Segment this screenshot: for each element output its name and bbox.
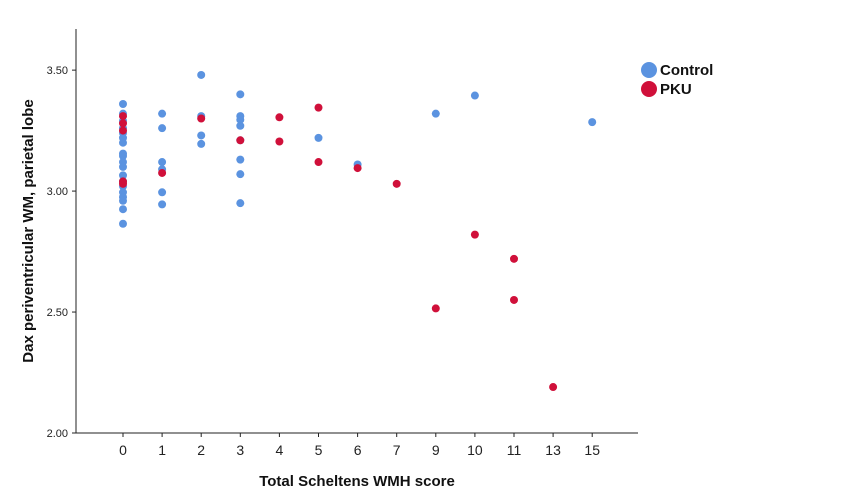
x-tick-label: 7: [393, 442, 401, 458]
control-point: [119, 152, 127, 161]
x-tick-label: 15: [584, 442, 600, 458]
control-point: [197, 70, 206, 79]
pku-point: [314, 103, 323, 112]
y-axis: 2.00 2.50 3.00 3.50: [47, 29, 77, 440]
x-tick-label: 3: [236, 442, 244, 458]
x-tick-label: 0: [119, 442, 127, 458]
control-point: [236, 90, 245, 99]
control-point: [119, 205, 127, 214]
x-tick-label: 10: [467, 442, 483, 458]
pku-point: [275, 137, 284, 146]
x-tick-label: 13: [545, 442, 561, 458]
legend-marker-control: [641, 62, 657, 78]
x-axis: 0 1 2 3 4 5 6 7 9 10 11 13 15: [76, 432, 638, 458]
control-point: [119, 138, 127, 147]
pku-point: [197, 114, 206, 123]
pku-point: [549, 383, 558, 392]
pku-point: [470, 230, 479, 239]
control-point: [588, 118, 597, 127]
control-point: [236, 170, 245, 179]
control-point: [236, 155, 245, 164]
control-point: [158, 200, 167, 209]
control-point: [236, 121, 245, 130]
control-point: [158, 188, 167, 197]
pku-point: [392, 179, 401, 188]
x-ticks: 0 1 2 3 4 5 6 7 9 10 11 13 15: [119, 433, 600, 458]
x-tick-label: 9: [432, 442, 440, 458]
control-point: [119, 219, 127, 228]
y-tick-label: 2.50: [47, 307, 68, 319]
pku-point: [119, 126, 127, 135]
x-tick-label: 6: [354, 442, 362, 458]
control-point: [197, 139, 206, 148]
control-point: [158, 124, 167, 133]
x-tick-label: 1: [158, 442, 166, 458]
x-tick-label: 5: [315, 442, 323, 458]
pku-point: [510, 295, 518, 304]
control-point: [197, 131, 206, 140]
control-point: [236, 199, 245, 208]
pku-point: [431, 304, 440, 313]
y-ticks: 2.00 2.50 3.00 3.50: [47, 65, 76, 440]
y-tick-label: 3.50: [47, 65, 68, 77]
control-point: [470, 91, 479, 100]
control-point: [158, 158, 167, 167]
pku-point: [119, 179, 127, 188]
x-axis-title: Total Scheltens WMH score: [259, 473, 455, 490]
pku-point: [158, 168, 167, 177]
control-point: [119, 196, 127, 205]
data-points: [119, 70, 597, 392]
legend-label-pku: PKU: [660, 81, 692, 98]
y-tick-label: 2.00: [47, 428, 68, 440]
legend-label-control: Control: [660, 62, 713, 79]
y-axis-title: Dax periventricular WM, parietal lobe: [20, 99, 37, 362]
control-point: [314, 133, 323, 142]
pku-point: [314, 158, 323, 167]
x-tick-label: 4: [276, 442, 284, 458]
y-tick-label: 3.00: [47, 186, 68, 198]
pku-point: [119, 112, 127, 121]
pku-point: [236, 136, 245, 145]
control-point: [431, 109, 440, 118]
pku-point: [510, 254, 518, 263]
pku-point: [119, 119, 127, 128]
legend: Control PKU: [641, 62, 713, 98]
legend-marker-pku: [641, 81, 657, 97]
pku-point: [353, 164, 362, 173]
control-point: [119, 99, 127, 108]
pku-point: [275, 113, 284, 122]
control-point: [236, 115, 245, 124]
control-point: [158, 109, 167, 118]
control-point: [119, 162, 127, 171]
x-tick-label: 2: [197, 442, 205, 458]
x-tick-label: 11: [507, 442, 522, 458]
control-point: [119, 171, 127, 180]
